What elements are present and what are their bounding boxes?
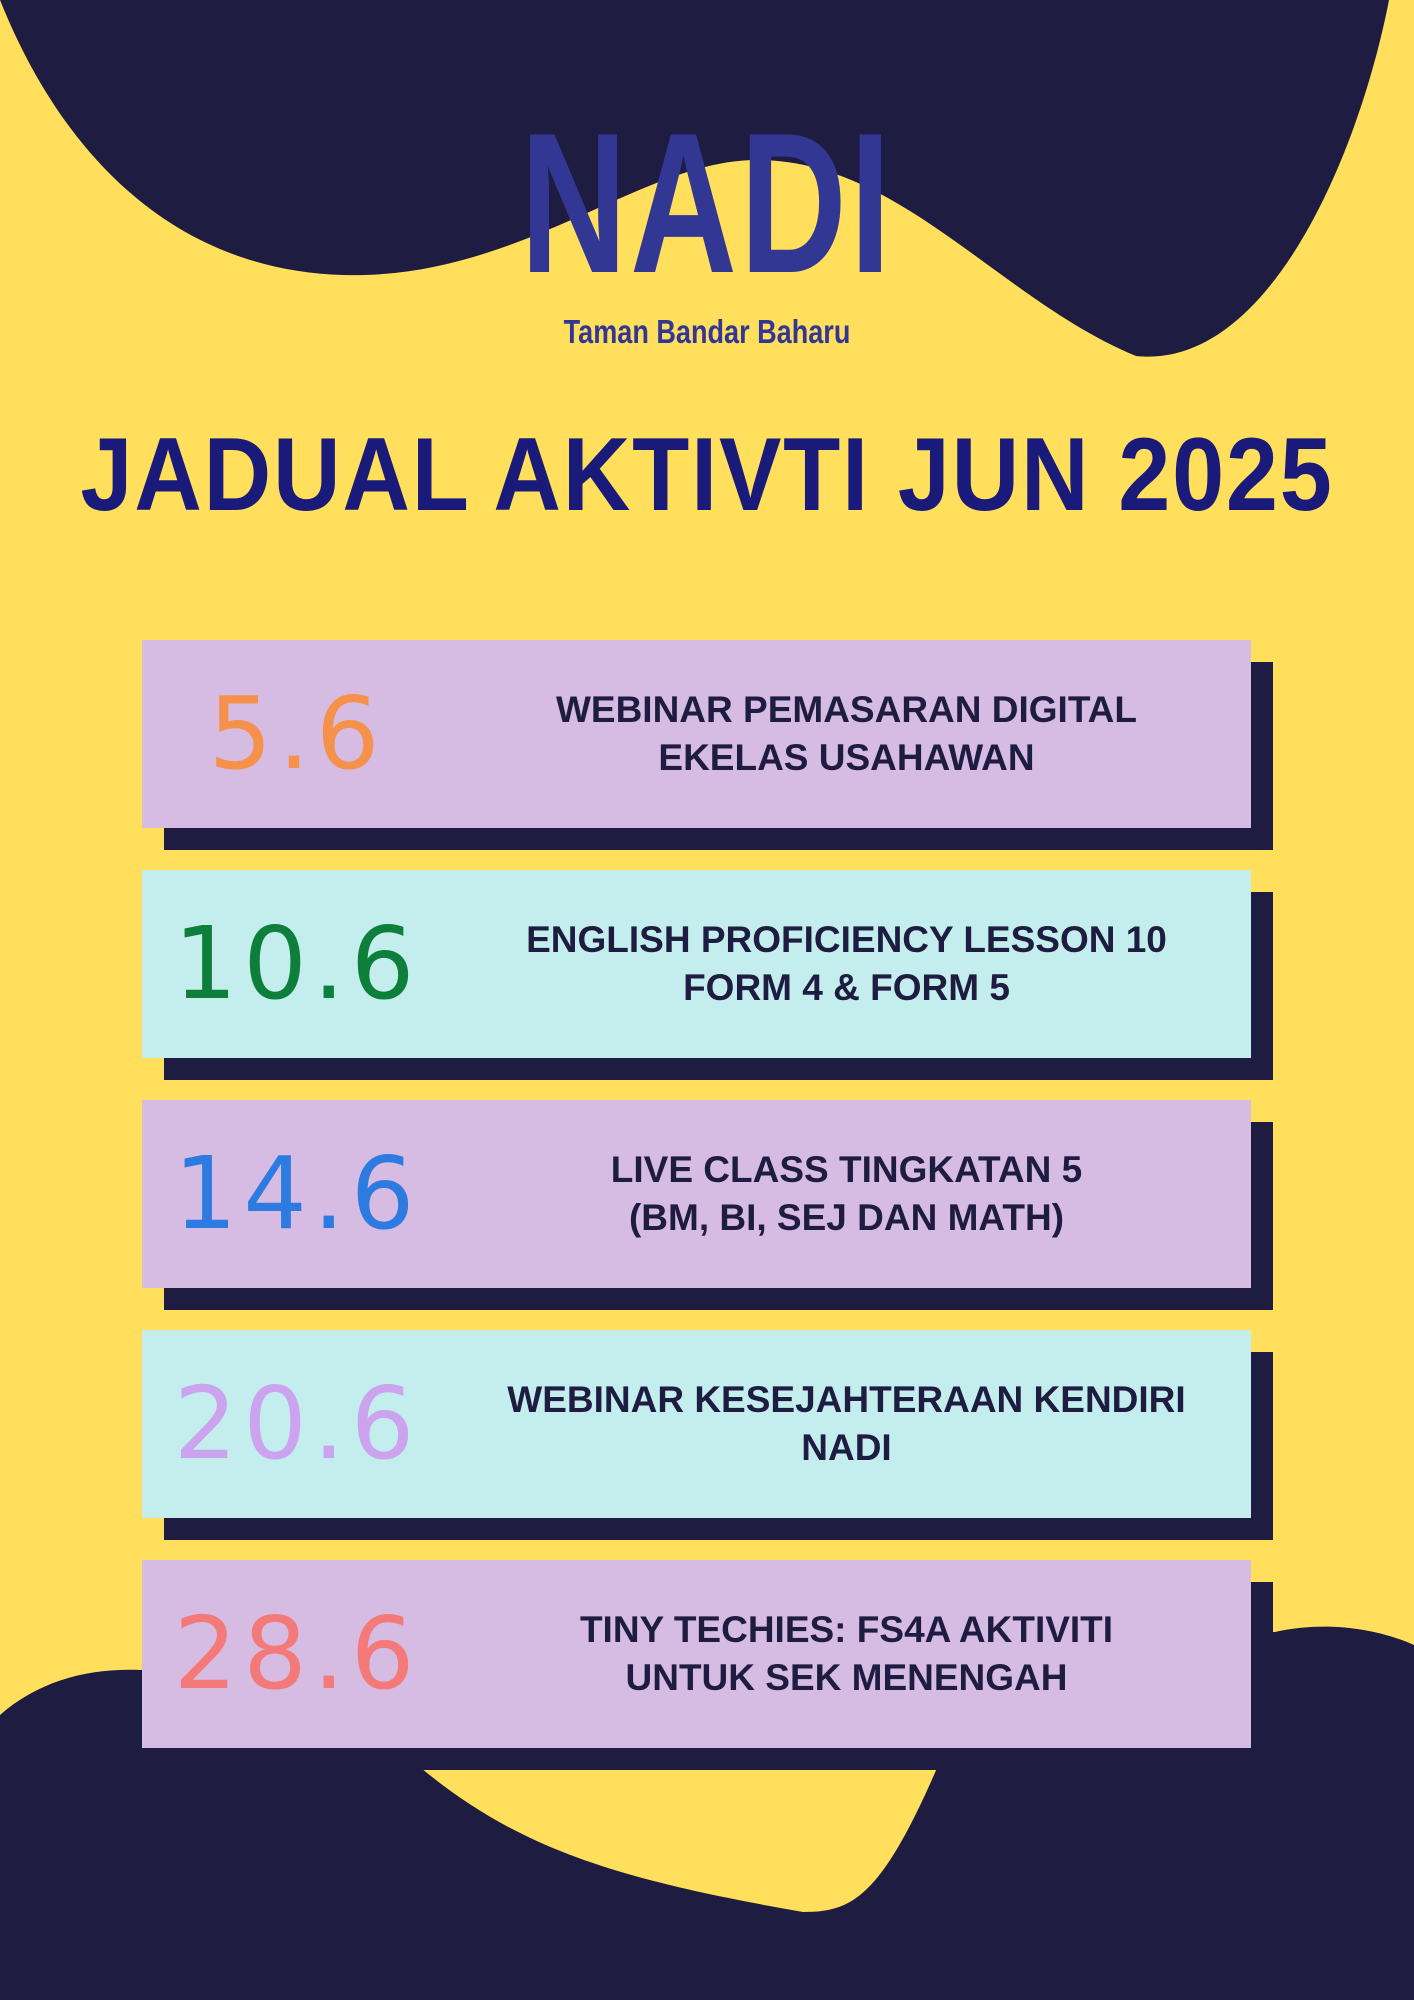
- activity-card: 14.6 LIVE CLASS TINGKATAN 5 (BM, BI, SEJ…: [142, 1100, 1273, 1310]
- activity-description: WEBINAR PEMASARAN DIGITAL EKELAS USAHAWA…: [452, 686, 1251, 782]
- card-body: 28.6 TINY TECHIES: FS4A AKTIVITI UNTUK S…: [142, 1560, 1251, 1748]
- activity-date: 10.6: [173, 905, 421, 1022]
- page-title: JADUAL AKTIVTI JUN 2025: [80, 417, 1334, 533]
- activity-date: 14.6: [173, 1135, 421, 1252]
- activity-line-1: LIVE CLASS TINGKATAN 5: [610, 1149, 1083, 1190]
- top-wave-shape: [0, 0, 1389, 357]
- activity-line-2: FORM 4 & FORM 5: [683, 967, 1010, 1008]
- activity-line-2: EKELAS USAHAWAN: [658, 737, 1035, 778]
- activity-line-2: UNTUK SEK MENENGAH: [625, 1657, 1068, 1698]
- activity-line-2: (BM, BI, SEJ DAN MATH): [628, 1197, 1065, 1238]
- activity-description: ENGLISH PROFICIENCY LESSON 10 FORM 4 & F…: [452, 916, 1251, 1012]
- logo-name: NADI: [520, 92, 894, 315]
- card-body: 5.6 WEBINAR PEMASARAN DIGITAL EKELAS USA…: [142, 640, 1251, 828]
- activity-line-1: WEBINAR PEMASARAN DIGITAL: [555, 689, 1137, 730]
- activity-description: LIVE CLASS TINGKATAN 5 (BM, BI, SEJ DAN …: [452, 1146, 1251, 1242]
- activity-card: 5.6 WEBINAR PEMASARAN DIGITAL EKELAS USA…: [142, 640, 1273, 850]
- activity-card: 10.6 ENGLISH PROFICIENCY LESSON 10 FORM …: [142, 870, 1273, 1080]
- activity-line-2: NADI: [801, 1427, 892, 1468]
- card-body: 20.6 WEBINAR KESEJAHTERAAN KENDIRI NADI: [142, 1330, 1251, 1518]
- activity-date: 5.6: [208, 675, 386, 792]
- card-body: 14.6 LIVE CLASS TINGKATAN 5 (BM, BI, SEJ…: [142, 1100, 1251, 1288]
- activity-date: 20.6: [173, 1365, 421, 1482]
- activity-description: WEBINAR KESEJAHTERAAN KENDIRI NADI: [452, 1376, 1251, 1472]
- activity-line-1: WEBINAR KESEJAHTERAAN KENDIRI: [507, 1379, 1186, 1420]
- activity-line-1: ENGLISH PROFICIENCY LESSON 10: [526, 919, 1167, 960]
- activity-card: 20.6 WEBINAR KESEJAHTERAAN KENDIRI NADI: [142, 1330, 1273, 1540]
- card-body: 10.6 ENGLISH PROFICIENCY LESSON 10 FORM …: [142, 870, 1251, 1058]
- activity-card: 28.6 TINY TECHIES: FS4A AKTIVITI UNTUK S…: [142, 1560, 1273, 1770]
- activity-description: TINY TECHIES: FS4A AKTIVITI UNTUK SEK ME…: [452, 1606, 1251, 1702]
- activity-date: 28.6: [173, 1595, 421, 1712]
- activity-line-1: TINY TECHIES: FS4A AKTIVITI: [579, 1609, 1114, 1650]
- bottom-yellow-wedge: [421, 1768, 937, 1912]
- logo-location: Taman Bandar Baharu: [563, 313, 851, 350]
